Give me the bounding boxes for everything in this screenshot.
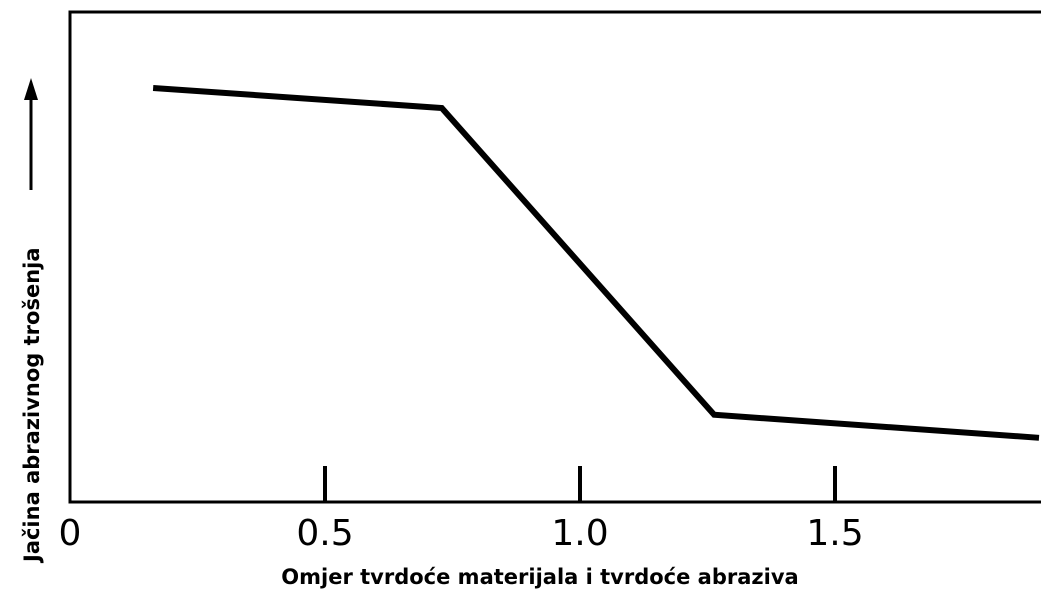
data-line [152, 84, 1040, 441]
x-tick-label: 0.5 [296, 513, 353, 554]
y-axis-title: Jačina abrazivnog trošenja [20, 247, 44, 564]
x-tick-label: 0 [59, 513, 82, 554]
plot-frame [68, 10, 1041, 504]
y-axis-arrowhead [24, 78, 38, 100]
x-axis-title: Omjer tvrdoće materijala i tvrdoće abraz… [281, 565, 798, 589]
x-tick-label: 1.0 [551, 513, 608, 554]
x-tick-label: 1.5 [806, 513, 863, 554]
